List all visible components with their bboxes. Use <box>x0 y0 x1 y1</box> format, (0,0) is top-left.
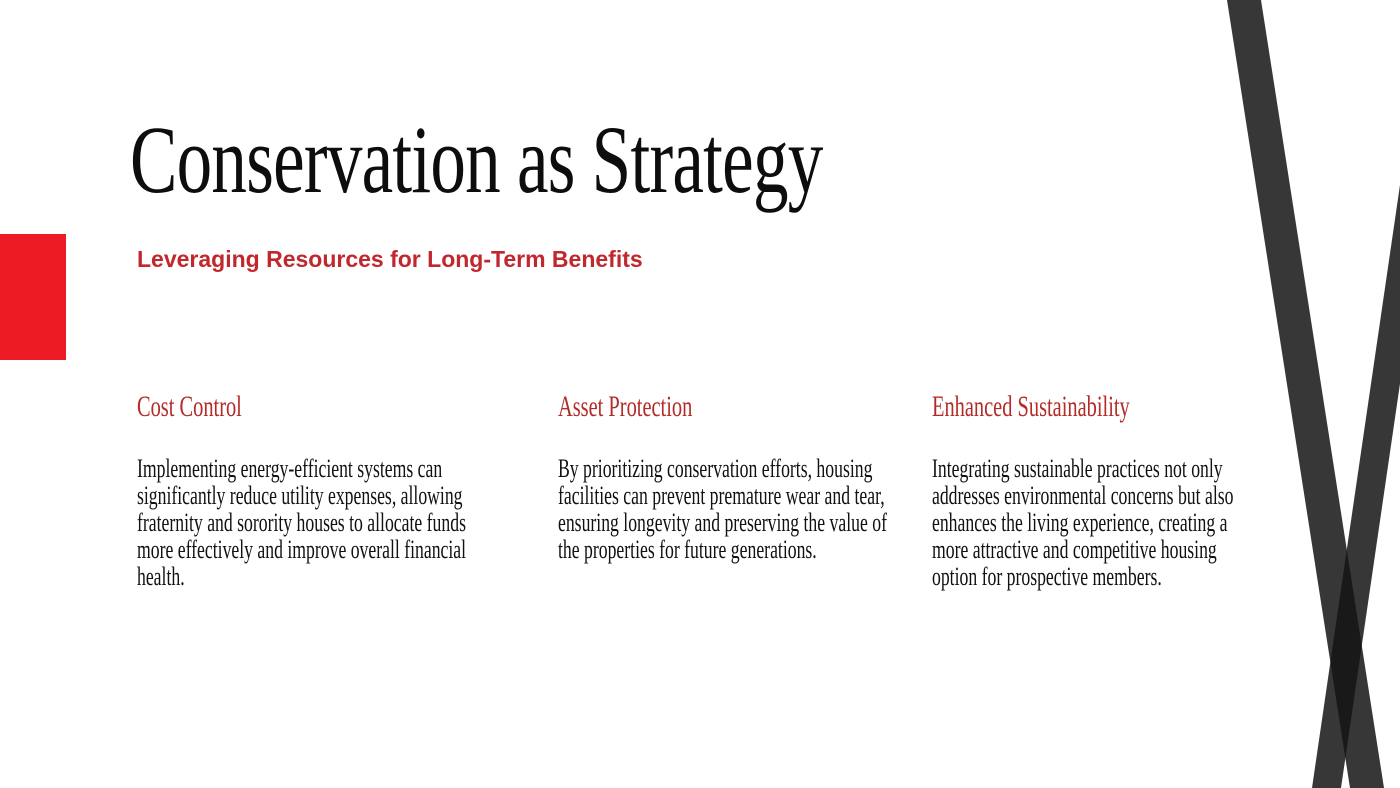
column-body: Integrating sustainable practices not on… <box>932 454 1234 591</box>
column-heading: Enhanced Sustainability <box>932 390 1130 423</box>
page-title: Conservation as Strategy <box>130 106 823 213</box>
decorative-stripe-right <box>1312 185 1400 788</box>
column-heading: Cost Control <box>137 390 242 423</box>
column-body: By prioritizing conservation efforts, ho… <box>558 454 887 564</box>
slide-subtitle: Leveraging Resources for Long-Term Benef… <box>137 246 643 272</box>
accent-bar <box>0 234 66 360</box>
column-heading: Asset Protection <box>558 390 693 423</box>
content-column-enhanced-sustainability: Enhanced Sustainability Integrating sust… <box>932 390 1265 590</box>
content-column-cost-control: Cost Control Implementing energy-efficie… <box>137 390 470 590</box>
content-column-asset-protection: Asset Protection By prioritizing conserv… <box>558 390 891 563</box>
column-body: Implementing energy-efficient systems ca… <box>137 454 467 591</box>
